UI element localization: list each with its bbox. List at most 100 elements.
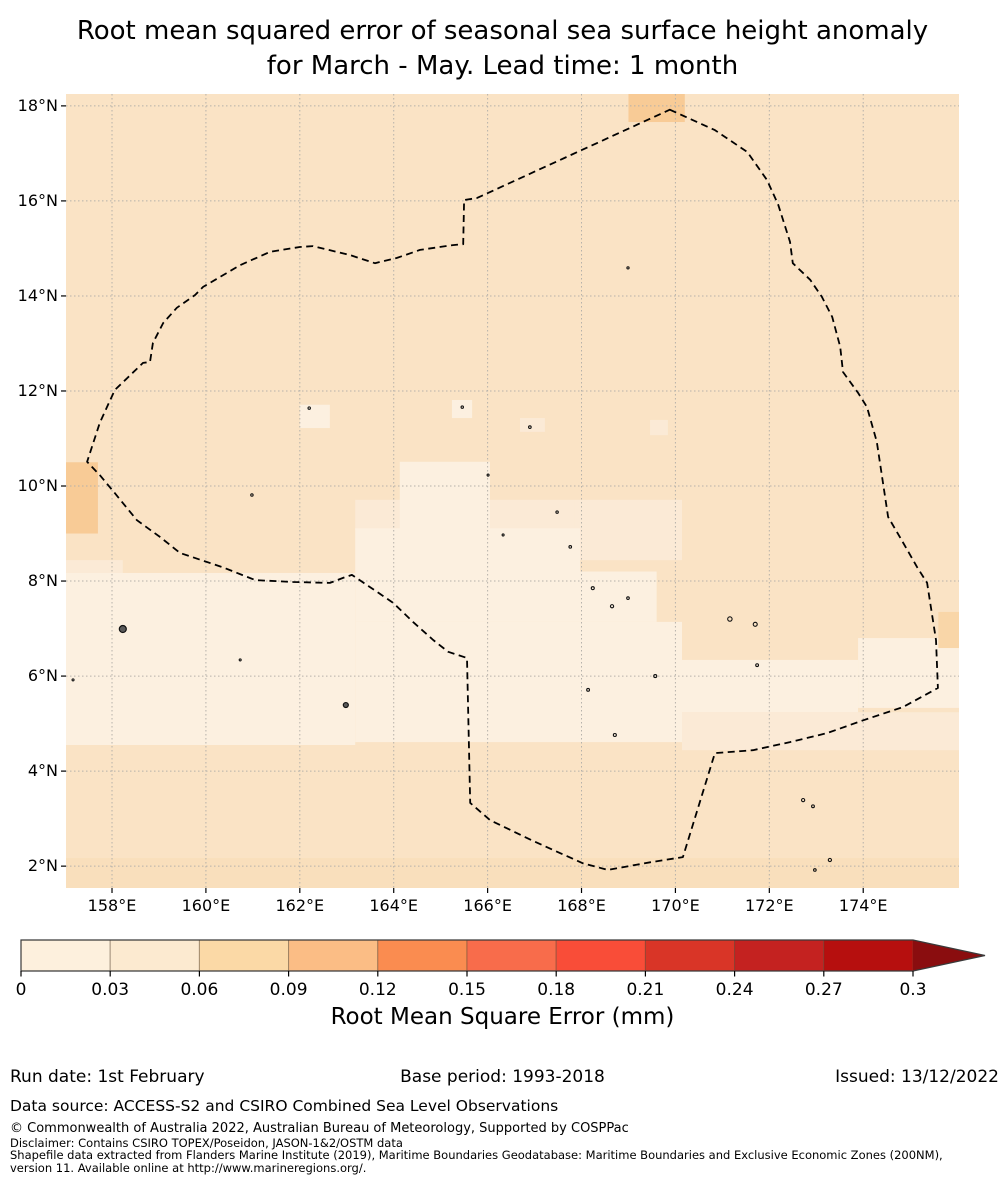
island-marker <box>800 797 806 803</box>
rmse-patch-semi <box>574 499 682 561</box>
y-tick-label: 16°N <box>17 190 58 210</box>
island-marker <box>342 701 349 709</box>
rmse-patch-semi <box>681 712 959 751</box>
cb-tick-label: 0 <box>15 980 27 1000</box>
rmse-patch-orange <box>628 94 685 123</box>
island-marker <box>238 658 242 662</box>
cb-tick-label: 0.18 <box>537 980 576 1000</box>
colorbar-segment <box>109 939 200 972</box>
x-tick-label: 162°E <box>275 896 325 915</box>
colorbar-segment <box>198 939 290 972</box>
y-tick-label: 12°N <box>17 380 58 400</box>
issued-text: Issued: 13/12/2022 <box>835 1067 999 1087</box>
island-marker <box>752 621 758 627</box>
island-marker <box>727 616 733 622</box>
rmse-patch-cream <box>580 571 657 622</box>
cb-tick-label: 0.3 <box>899 980 927 1000</box>
colorbar-segment <box>466 939 557 972</box>
base-period-text: Base period: 1993-2018 <box>400 1067 605 1087</box>
island-marker <box>811 804 815 809</box>
island-marker <box>755 663 760 668</box>
rmse-patch-cream <box>299 404 330 429</box>
island-marker <box>307 406 311 410</box>
colorbar-segment <box>555 939 646 972</box>
y-tick-label: 2°N <box>27 856 58 876</box>
rmse-patch-cream <box>355 621 682 743</box>
colorbar-outline <box>20 939 986 972</box>
island-marker <box>586 687 591 692</box>
cb-tick-label: 0.21 <box>626 980 665 1000</box>
cb-tick-label: 0.27 <box>804 980 843 1000</box>
eez-boundary-path <box>86 108 939 871</box>
data-source-text: Data source: ACCESS-S2 and CSIRO Combine… <box>10 1097 559 1115</box>
x-tick-label: 170°E <box>651 896 700 915</box>
island-marker <box>528 425 532 429</box>
island-marker <box>568 544 573 549</box>
x-tick-label: 164°E <box>369 896 419 915</box>
y-tick-label: 4°N <box>27 761 58 781</box>
island-marker <box>460 405 465 409</box>
island-marker <box>609 604 615 609</box>
y-tick-label: 6°N <box>27 666 58 686</box>
island-marker <box>118 624 127 634</box>
colorbar-segment <box>734 939 825 972</box>
cb-tick-label: 0.15 <box>448 980 486 1000</box>
rmse-patch-orange <box>66 462 98 534</box>
colorbar-segment <box>377 939 468 972</box>
run-date-text: Run date: 1st February <box>10 1067 205 1087</box>
fine-print-version: version 11. Available online at http://w… <box>10 1161 367 1175</box>
island-marker <box>71 678 75 682</box>
rmse-patch-cream <box>399 461 490 531</box>
island-marker <box>626 596 630 600</box>
chart-title-line1: Root mean squared error of seasonal sea … <box>76 16 929 46</box>
chart-title-line2: for March - May. Lead time: 1 month <box>266 51 739 81</box>
cb-tick-label: 0.09 <box>269 980 308 1000</box>
rmse-patch-cream <box>681 659 859 713</box>
island-marker <box>813 868 817 872</box>
island-marker <box>827 857 833 863</box>
colorbar-label: Root Mean Square Error (mm) <box>330 1004 675 1030</box>
rmse-patch-cream <box>858 638 959 708</box>
map-content-layer <box>66 94 959 888</box>
map-base-field <box>66 94 959 888</box>
cb-tick-label: 0.24 <box>715 980 754 1000</box>
x-tick-label: 160°E <box>181 896 231 915</box>
fine-print-copyright: © Commonwealth of Australia 2022, Austra… <box>10 1121 629 1136</box>
y-tick-label: 8°N <box>27 571 58 591</box>
rmse-patch-orange_light <box>938 611 959 649</box>
rmse-patch-semi <box>650 419 668 436</box>
fine-print-shapefile: Shapefile data extracted from Flanders M… <box>10 1148 943 1162</box>
x-tick-label: 174°E <box>838 896 888 915</box>
rmse-patch-cream <box>451 400 473 419</box>
colorbar-segment <box>823 939 914 972</box>
colorbar-segment <box>644 939 736 972</box>
rmse-patch-cream <box>66 572 356 745</box>
y-tick-label: 10°N <box>17 476 58 495</box>
chart-title: Root mean squared error of seasonal sea … <box>0 14 1005 84</box>
island-marker <box>612 732 617 738</box>
rmse-patch-band <box>66 858 959 888</box>
x-tick-label: 166°E <box>463 896 512 915</box>
colorbar-segment <box>288 939 379 972</box>
island-marker <box>250 493 254 497</box>
cb-tick-label: 0.06 <box>180 980 219 1000</box>
colorbar-extend-arrow <box>913 940 985 971</box>
island-marker <box>626 266 630 270</box>
island-marker <box>653 674 658 679</box>
rmse-patch-semi <box>520 418 545 432</box>
colorbar-segment <box>20 939 111 972</box>
y-tick-label: 14°N <box>17 285 58 305</box>
rmse-patch-cream <box>355 528 581 622</box>
fine-print-disclaimer: Disclaimer: Contains CSIRO TOPEX/Poseido… <box>10 1136 403 1150</box>
x-tick-label: 172°E <box>744 896 794 915</box>
cb-tick-label: 0.03 <box>91 980 130 1000</box>
x-tick-label: 158°E <box>87 896 137 915</box>
cb-tick-label: 0.12 <box>358 980 397 1000</box>
y-tick-label: 18°N <box>17 95 58 115</box>
island-marker <box>486 473 490 477</box>
island-marker <box>501 533 505 537</box>
island-marker <box>590 586 595 591</box>
x-tick-label: 168°E <box>557 896 606 915</box>
